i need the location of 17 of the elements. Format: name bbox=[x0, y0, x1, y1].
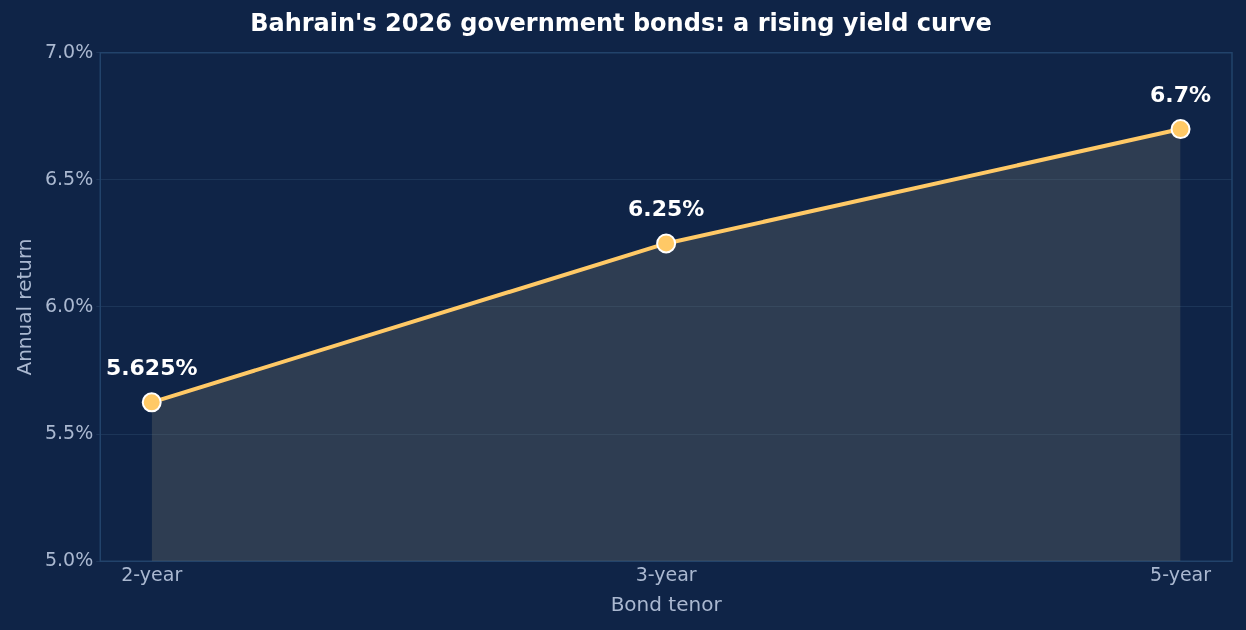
point bbox=[656, 233, 677, 254]
y-tick-label: 6.5% bbox=[44, 166, 94, 189]
point bbox=[1170, 119, 1191, 140]
data-label: 6.7% bbox=[1150, 81, 1212, 107]
y-tick-label: 6.0% bbox=[44, 293, 94, 316]
y-tick-label: 5.5% bbox=[44, 421, 94, 444]
chart-title: Bahrain's 2026 government bonds: a rising yield curve bbox=[250, 8, 992, 37]
x-tick-label: 3-year bbox=[635, 562, 697, 585]
y-axis-title: Annual return bbox=[12, 238, 37, 376]
y-tick-label: 7.0% bbox=[44, 39, 94, 62]
x-tick-label: 5-year bbox=[1150, 562, 1212, 585]
point bbox=[141, 392, 162, 413]
data-label: 6.25% bbox=[627, 196, 705, 222]
y-tick-label: 5.0% bbox=[44, 548, 94, 571]
x-axis-title: Bond tenor bbox=[610, 592, 723, 617]
x-tick-label: 2-year bbox=[121, 562, 183, 585]
data-label: 5.625% bbox=[105, 355, 198, 381]
